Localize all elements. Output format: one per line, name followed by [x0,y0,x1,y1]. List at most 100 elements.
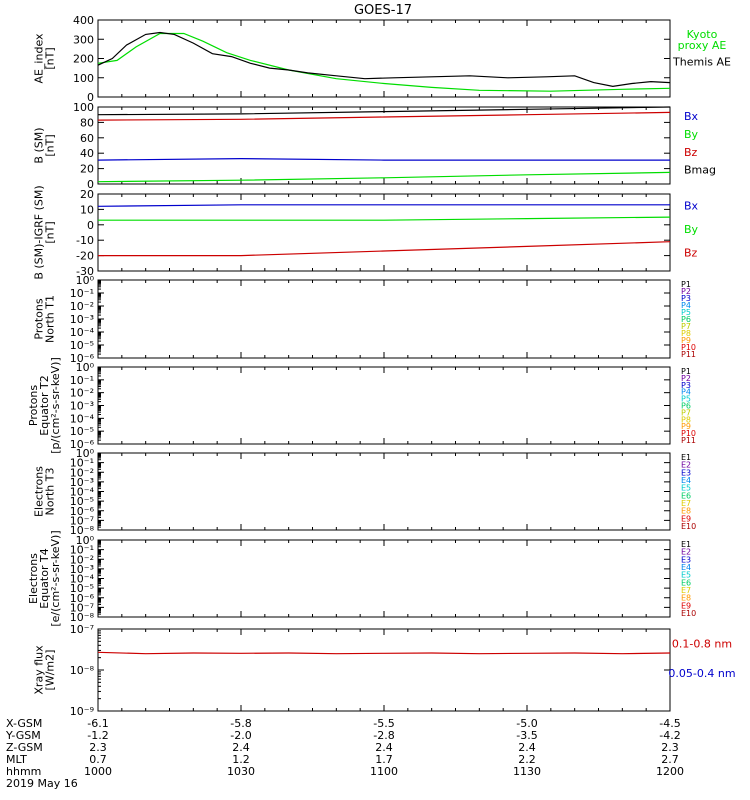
axis-row-value: -4.5 [659,717,680,730]
series-by [98,216,671,221]
axis-row-value: 1.2 [232,753,250,766]
legend-entry: E6 [681,491,691,500]
y-tick-label: 100 [73,101,94,114]
axis-row-value: -3.5 [516,729,537,742]
y-tick-label: 10⁻² [70,466,94,479]
legend-entry: P8 [681,415,691,424]
y-tick-label: 400 [73,14,94,27]
legend-entry: E2 [681,461,691,470]
y-tick-label: 200 [73,53,94,66]
y-tick-label: 10⁻² [70,300,94,313]
axis-row-value: -6.1 [87,717,108,730]
legend-entry: Bz [684,246,698,259]
legend-entry: P6 [681,402,691,411]
y-tick-label: 10⁻⁶ [70,352,95,365]
axis-row-value: -2.0 [230,729,251,742]
legend-entry: P10 [681,343,696,352]
axis-row-value: 1200 [656,765,684,778]
panel-3: -30 -20 -10 0 10 20 B (SM)-IGRF (SM)[nT] Bx By Bz [33,185,699,279]
y-axis-label: Equator T2 [38,375,51,435]
y-tick-label: 0 [87,91,94,104]
y-tick-label: 10⁻⁶ [70,438,95,451]
axis-row-value: -5.5 [373,717,394,730]
panel-frame [97,366,671,445]
y-tick-label: 10⁰ [76,361,95,374]
series-bz [98,241,671,257]
legend-entry: P11 [681,350,696,359]
axis-row-value: 2.4 [518,741,536,754]
y-axis-label: [e/(cm²-s-sr-keV)] [49,530,62,626]
y-axis-label: [nT] [44,47,57,69]
y-tick-label: 10⁻⁴ [70,486,95,499]
legend-entry: E7 [681,586,691,595]
axis-row-value: 2.3 [661,741,679,754]
legend-entry: P3 [681,294,691,303]
axis-row-value: -1.2 [87,729,108,742]
legend-entry: P1 [681,367,691,376]
y-tick-label: 10⁻¹ [70,544,94,557]
axis-row-value: -2.8 [373,729,394,742]
y-tick-label: 10⁻³ [70,400,94,413]
legend-entry: proxy AE [678,39,727,52]
legend-entry: P4 [681,388,691,397]
axis-row-value: 2.4 [375,741,393,754]
series-by [97,171,671,183]
legend-entry: Bx [684,200,699,213]
y-axis-label: Electrons [27,553,40,604]
y-tick-label: 10⁻⁵ [70,495,94,508]
axis-row-value: 2.7 [661,753,679,766]
y-tick-label: 0 [87,178,94,191]
y-tick-label: 10⁻² [70,553,94,566]
y-tick-label: 10 [80,203,94,216]
axis-row-value: 1130 [513,765,541,778]
y-tick-label: 10⁻⁴ [70,326,95,339]
y-tick-label: 10⁻⁵ [70,339,94,352]
y-tick-label: 10⁻⁷ [70,514,94,527]
series-bz [97,111,671,121]
axis-row-value: 1000 [84,765,112,778]
y-axis-label: Protons [27,385,40,426]
legend-entry: P8 [681,329,691,338]
panel-frame [97,106,671,185]
legend-entry: E10 [681,522,696,531]
y-tick-label: 10⁻³ [70,476,94,489]
legend-entry: P2 [681,287,691,296]
legend-entry: Bx [684,110,699,123]
y-tick-label: 10⁻³ [70,313,94,326]
y-axis-label: [W/m2] [44,650,57,691]
y-tick-label: 20 [80,163,94,176]
legend-entry: 0.05-0.4 nm [668,667,735,680]
y-tick-label: 60 [80,132,94,145]
panel-frame [97,539,671,618]
y-tick-label: 100 [73,72,94,85]
legend-entry: P7 [681,322,691,331]
axis-row-value: -5.8 [230,717,251,730]
y-axis-label: [p/(cm²-s-sr-keV)] [49,357,62,454]
axis-row-value: 2.2 [518,753,536,766]
y-axis-label: B (SM) [33,127,46,163]
axis-row-value: -5.0 [516,717,537,730]
y-tick-label: 10⁻¹ [70,374,94,387]
legend-entry: E5 [681,571,691,580]
axis-row-value: 2.3 [89,741,107,754]
legend-entry: E4 [681,563,691,572]
series-bx [97,204,670,207]
legend-entry: P3 [681,381,691,390]
legend-entry: Kyoto [687,28,718,41]
legend-entry: E9 [681,514,691,523]
legend-entry: E8 [681,507,691,516]
axis-row-value: 0.7 [89,753,107,766]
y-axis-label: Protons [33,298,46,339]
axis-row-label: MLT [6,753,27,766]
panel-frame [97,452,671,531]
legend-entry: P2 [681,374,691,383]
legend-entry: By [684,223,699,236]
axis-row-label: Z-GSM [6,741,43,754]
axis-row-value: -4.2 [659,729,680,742]
y-tick-label: 10⁻⁸ [70,524,95,537]
y-tick-label: -10 [76,234,94,247]
axis-row-value: 2.4 [232,741,250,754]
y-tick-label: 10⁻⁷ [70,601,94,614]
